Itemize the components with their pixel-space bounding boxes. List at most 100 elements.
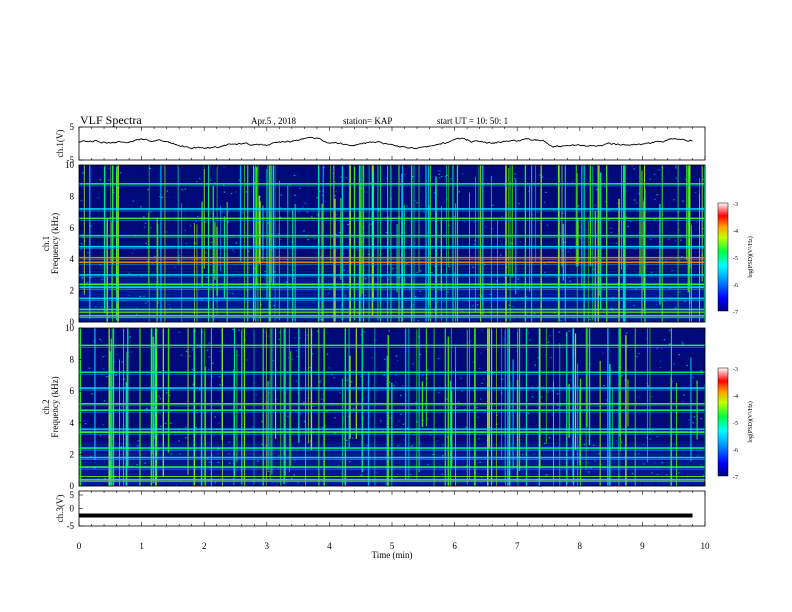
speckle [461,390,463,392]
speckle [121,212,124,214]
speckle [280,194,283,196]
speckle [86,281,88,284]
speckle [594,460,597,462]
speckle [484,190,487,192]
speckle [404,173,406,175]
speckle [187,433,190,435]
speckle [514,177,516,180]
speckle [441,444,444,446]
speckle [212,362,214,364]
speckle [278,390,280,392]
x-tick-label: 6 [452,541,457,551]
noise-row [79,200,705,205]
speckle [214,482,217,484]
speckle [587,440,590,442]
speckle [225,369,228,371]
colorbar-tick-label: -4 [733,394,738,400]
speckle [206,276,208,278]
speckle [682,400,684,402]
speckle [361,474,363,476]
speckle [98,314,100,316]
speckle [414,200,416,202]
speckle [657,423,660,425]
speckle [440,176,443,178]
speckle [347,425,349,427]
noise-row [79,243,705,248]
speckle [190,364,193,366]
speckle [254,182,256,184]
speckle [426,377,428,380]
speckle [204,221,207,223]
speckle [360,334,362,336]
speckle [101,441,104,443]
speckle [615,242,618,244]
speckle [397,445,400,447]
speckle [427,464,429,466]
speckle [83,420,86,422]
speckle [478,199,481,202]
colorbar-label: log(PSD)(V²/Hz) [747,236,754,277]
speckle [198,388,201,390]
speckle [271,482,274,484]
speckle [448,224,450,226]
speckle [93,281,96,283]
speckle [146,247,149,249]
speckle [114,361,116,363]
noise-row [79,359,705,365]
speckle [182,355,184,357]
speckle [379,420,382,422]
speckle [697,455,699,457]
speckle [329,197,331,199]
speckle [232,328,234,330]
speckle [654,198,656,200]
speckle [682,265,684,267]
speckle [626,222,629,224]
speckle [91,414,93,416]
speckle [422,419,425,422]
speckle [148,452,151,454]
speckle [554,378,556,380]
speckle [694,191,697,194]
speckle [657,170,660,172]
speckle [529,293,531,295]
speckle [529,339,531,341]
speckle [227,221,230,223]
speckle [576,483,578,485]
speckle [558,331,561,333]
speckle [178,254,181,257]
speckle [534,367,537,369]
speckle [271,468,274,471]
speckle [357,437,360,440]
speckle [388,330,390,332]
speckle [261,420,263,423]
speckle [467,461,470,463]
speckle [220,272,223,275]
speckle [388,279,390,281]
speckle [507,460,510,462]
speckle [228,441,231,443]
speckle [468,390,470,392]
speckle [307,334,309,336]
speckle [311,215,313,218]
speckle [235,191,237,193]
speckle [695,220,697,222]
speckle [143,295,145,297]
speckle [671,269,673,272]
speckle [120,203,122,205]
noise-row [79,180,705,186]
speckle [633,168,636,170]
speckle [563,241,566,244]
speckle [329,288,331,290]
speckle [334,251,337,254]
speckle [537,357,540,359]
speckle [290,239,293,241]
speckle [438,201,440,204]
speckle [172,252,175,254]
speckle [363,269,366,271]
speckle [233,250,236,253]
speckle [165,243,168,245]
speckle [137,451,139,453]
speckle [629,467,631,470]
speckle [81,277,84,279]
speckle [537,211,539,213]
